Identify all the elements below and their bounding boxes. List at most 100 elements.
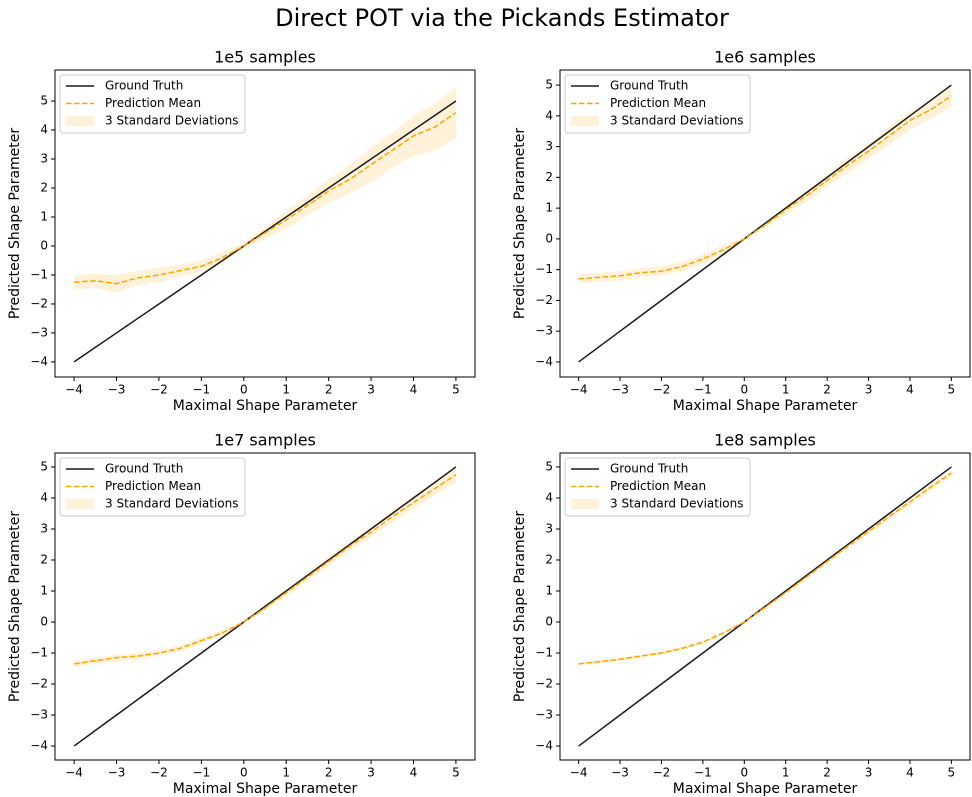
plot-area	[73, 86, 457, 363]
legend-label: 3 Standard Deviations	[105, 114, 239, 128]
y-tick-label: 4	[545, 108, 553, 122]
y-tick-label: 4	[40, 490, 48, 504]
y-tick-label: −4	[30, 354, 48, 368]
x-axis-label: Maximal Shape Parameter	[673, 398, 858, 414]
x-tick-label: 1	[782, 766, 790, 780]
x-tick-label: −1	[694, 766, 712, 780]
plot-area	[578, 84, 952, 363]
y-tick-label: −3	[535, 708, 553, 722]
axes-title: 1e6 samples	[714, 48, 816, 67]
x-tick-label: 1	[782, 383, 790, 397]
truth-line	[578, 84, 952, 363]
x-tick-label: −3	[108, 383, 126, 397]
axes-frame	[54, 69, 476, 378]
x-tick-label: −4	[65, 766, 83, 780]
x-tick-label: 5	[948, 766, 956, 780]
axes-title: 1e8 samples	[714, 431, 816, 450]
y-tick-label: 4	[40, 123, 48, 137]
x-tick-label: 4	[410, 383, 418, 397]
axes-title: 1e7 samples	[214, 431, 316, 450]
y-tick-label: −2	[30, 677, 48, 691]
mean-line	[73, 474, 457, 665]
axes-frame	[559, 69, 971, 378]
y-tick-label: 0	[40, 238, 48, 252]
y-tick-label: −2	[30, 296, 48, 310]
legend-label: Ground Truth	[610, 79, 688, 93]
x-tick-label: 3	[367, 766, 375, 780]
x-tick-label: 3	[865, 383, 873, 397]
x-tick-label: 0	[240, 766, 248, 780]
x-tick-label: −1	[193, 766, 211, 780]
x-tick-label: 0	[240, 383, 248, 397]
y-axis-label: Predicted Shape Parameter	[7, 128, 23, 320]
y-tick-label: 2	[40, 180, 48, 194]
legend-label: Ground Truth	[105, 79, 183, 93]
subplot: −4 −3 −2 −1 0 1 2 3 4 5 −4 −3 −2 −1 0 1 2 3 4 5 1e5 samples M…	[7, 48, 476, 414]
x-tick-label: −1	[193, 383, 211, 397]
legend-label: Prediction Mean	[610, 479, 706, 493]
x-tick-label: 4	[410, 766, 418, 780]
y-tick-label: 5	[545, 78, 553, 92]
y-axis-label: Predicted Shape Parameter	[7, 511, 23, 703]
legend: Ground Truth Prediction Mean 3 Standard De…	[59, 74, 246, 134]
x-tick-label: 3	[865, 766, 873, 780]
x-tick-label: −1	[694, 383, 712, 397]
y-tick-label: −3	[535, 324, 553, 338]
y-tick-label: 0	[545, 615, 553, 629]
x-tick-label: 1	[282, 383, 290, 397]
y-axis-label: Predicted Shape Parameter	[512, 511, 528, 703]
x-tick-label: 2	[823, 383, 831, 397]
truth-line	[578, 466, 952, 747]
y-tick-label: −1	[535, 262, 553, 276]
y-tick-label: 2	[545, 170, 553, 184]
mean-line	[578, 95, 952, 280]
legend-box	[564, 457, 751, 517]
legend: Ground Truth Prediction Mean 3 Standard De…	[564, 74, 751, 134]
x-axis-label: Maximal Shape Parameter	[173, 398, 358, 414]
x-tick-label: 2	[325, 383, 333, 397]
y-tick-label: 3	[40, 151, 48, 165]
figure-title: Direct POT via the Pickands Estimator	[275, 4, 729, 32]
x-tick-label: 5	[452, 383, 460, 397]
y-tick-label: 3	[545, 521, 553, 535]
legend-label: 3 Standard Deviations	[610, 114, 744, 128]
legend-swatch	[66, 116, 94, 126]
y-tick-label: 1	[40, 583, 48, 597]
y-tick-label: 1	[545, 201, 553, 215]
mean-line	[74, 111, 457, 285]
x-tick-label: −3	[611, 766, 629, 780]
y-tick-label: 5	[40, 94, 48, 108]
legend-box	[564, 74, 751, 134]
y-tick-label: −3	[30, 325, 48, 339]
plot-area	[578, 466, 952, 747]
y-tick-label: −1	[30, 646, 48, 660]
subplot: −4 −3 −2 −1 0 1 2 3 4 5 −4 −3 −2 −1 0 1 2 3 4 5 1e7 samples M…	[7, 431, 476, 797]
y-tick-label: −1	[535, 646, 553, 660]
legend: Ground Truth Prediction Mean 3 Standard De…	[59, 457, 246, 517]
y-tick-label: 5	[545, 459, 553, 473]
y-tick-label: −3	[30, 708, 48, 722]
x-tick-label: −4	[570, 766, 588, 780]
x-tick-label: −4	[65, 383, 83, 397]
x-tick-label: 3	[367, 383, 375, 397]
axes-frame	[559, 452, 971, 761]
x-tick-label: 2	[325, 766, 333, 780]
y-tick-label: 3	[545, 139, 553, 153]
axes-frame	[54, 452, 476, 761]
y-tick-label: −4	[535, 739, 553, 753]
y-tick-label: 1	[40, 209, 48, 223]
legend-label: 3 Standard Deviations	[610, 497, 744, 511]
y-tick-label: 3	[40, 521, 48, 535]
legend-label: 3 Standard Deviations	[105, 497, 239, 511]
y-tick-label: 2	[40, 552, 48, 566]
y-tick-label: 2	[545, 552, 553, 566]
x-tick-label: −3	[611, 383, 629, 397]
x-tick-label: 4	[906, 383, 914, 397]
truth-line	[73, 466, 457, 747]
legend-swatch	[571, 499, 599, 509]
y-tick-label: −1	[30, 267, 48, 281]
subplot: −4 −3 −2 −1 0 1 2 3 4 5 −4 −3 −2 −1 0 1 2 3 4 5 1e8 samples M…	[512, 431, 971, 797]
subplot: −4 −3 −2 −1 0 1 2 3 4 5 −4 −3 −2 −1 0 1 2 3 4 5 1e6 samples M…	[512, 48, 971, 414]
